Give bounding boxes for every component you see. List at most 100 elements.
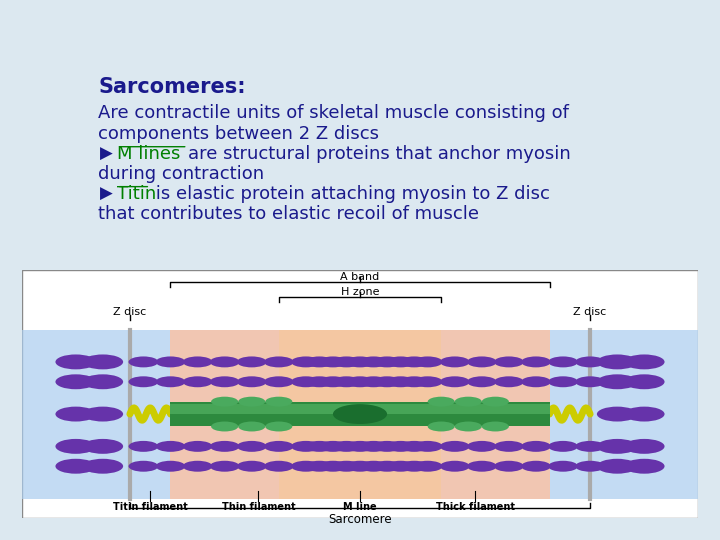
Circle shape — [237, 461, 266, 472]
Circle shape — [400, 441, 429, 452]
Circle shape — [386, 441, 415, 452]
Circle shape — [264, 461, 294, 472]
Circle shape — [482, 397, 509, 407]
Circle shape — [183, 461, 212, 472]
Circle shape — [305, 461, 334, 472]
Circle shape — [467, 441, 497, 452]
Circle shape — [597, 374, 637, 389]
Circle shape — [359, 376, 388, 387]
Bar — [171, 402, 549, 427]
Circle shape — [237, 356, 266, 367]
Circle shape — [359, 441, 388, 452]
Circle shape — [372, 441, 402, 452]
Circle shape — [494, 356, 523, 367]
Circle shape — [494, 441, 523, 452]
Circle shape — [624, 374, 665, 389]
Circle shape — [210, 461, 240, 472]
Circle shape — [345, 376, 375, 387]
Circle shape — [55, 439, 96, 454]
Circle shape — [332, 376, 361, 387]
Text: M line: M line — [343, 502, 377, 512]
Circle shape — [521, 441, 551, 452]
Bar — [279, 329, 441, 498]
Circle shape — [83, 374, 123, 389]
Circle shape — [83, 439, 123, 454]
Circle shape — [624, 354, 665, 369]
Text: A band: A band — [341, 273, 379, 282]
Circle shape — [210, 376, 240, 387]
Text: H zone: H zone — [341, 287, 379, 298]
Text: ▶: ▶ — [100, 145, 113, 163]
Circle shape — [318, 441, 348, 452]
Circle shape — [332, 441, 361, 452]
Circle shape — [597, 407, 637, 422]
Circle shape — [359, 356, 388, 367]
Circle shape — [183, 441, 212, 452]
Circle shape — [210, 441, 240, 452]
Circle shape — [386, 376, 415, 387]
Circle shape — [413, 376, 443, 387]
Circle shape — [129, 441, 158, 452]
Circle shape — [413, 461, 443, 472]
Circle shape — [467, 461, 497, 472]
Text: that contributes to elastic recoil of muscle: that contributes to elastic recoil of mu… — [99, 205, 480, 222]
Text: Thick filament: Thick filament — [436, 502, 515, 512]
Circle shape — [345, 441, 375, 452]
Circle shape — [345, 356, 375, 367]
Circle shape — [440, 461, 469, 472]
Bar — [171, 404, 549, 414]
Circle shape — [238, 422, 265, 431]
Circle shape — [264, 376, 294, 387]
Text: is elastic protein attaching myosin to Z disc: is elastic protein attaching myosin to Z… — [150, 185, 550, 202]
Circle shape — [386, 461, 415, 472]
Circle shape — [129, 376, 158, 387]
Circle shape — [428, 422, 455, 431]
Circle shape — [440, 356, 469, 367]
Circle shape — [129, 461, 158, 472]
Circle shape — [575, 376, 605, 387]
Text: Are contractile units of skeletal muscle consisting of: Are contractile units of skeletal muscle… — [99, 104, 570, 122]
Circle shape — [413, 356, 443, 367]
Circle shape — [440, 376, 469, 387]
Circle shape — [318, 356, 348, 367]
Bar — [549, 329, 698, 498]
Circle shape — [210, 356, 240, 367]
Circle shape — [156, 356, 185, 367]
Circle shape — [291, 461, 320, 472]
Circle shape — [129, 356, 158, 367]
Circle shape — [372, 376, 402, 387]
Circle shape — [83, 407, 123, 422]
Circle shape — [575, 356, 605, 367]
Circle shape — [624, 407, 665, 422]
Circle shape — [156, 461, 185, 472]
Circle shape — [332, 461, 361, 472]
Circle shape — [455, 422, 482, 431]
Circle shape — [83, 354, 123, 369]
Circle shape — [237, 376, 266, 387]
Circle shape — [467, 376, 497, 387]
Circle shape — [83, 459, 123, 474]
Circle shape — [494, 461, 523, 472]
Circle shape — [345, 461, 375, 472]
Circle shape — [183, 356, 212, 367]
Circle shape — [156, 441, 185, 452]
Text: components between 2 Z discs: components between 2 Z discs — [99, 125, 379, 143]
Circle shape — [318, 376, 348, 387]
Circle shape — [467, 356, 497, 367]
Circle shape — [264, 356, 294, 367]
Circle shape — [521, 376, 551, 387]
Circle shape — [597, 439, 637, 454]
Circle shape — [237, 441, 266, 452]
Circle shape — [305, 441, 334, 452]
Circle shape — [575, 441, 605, 452]
Circle shape — [400, 461, 429, 472]
Text: Z disc: Z disc — [113, 307, 146, 318]
Circle shape — [55, 374, 96, 389]
Bar — [22, 329, 171, 498]
Text: are structural proteins that anchor myosin: are structural proteins that anchor myos… — [188, 145, 570, 163]
Circle shape — [440, 441, 469, 452]
Circle shape — [211, 397, 238, 407]
Text: Titin: Titin — [117, 185, 156, 202]
Circle shape — [597, 354, 637, 369]
Circle shape — [265, 397, 292, 407]
